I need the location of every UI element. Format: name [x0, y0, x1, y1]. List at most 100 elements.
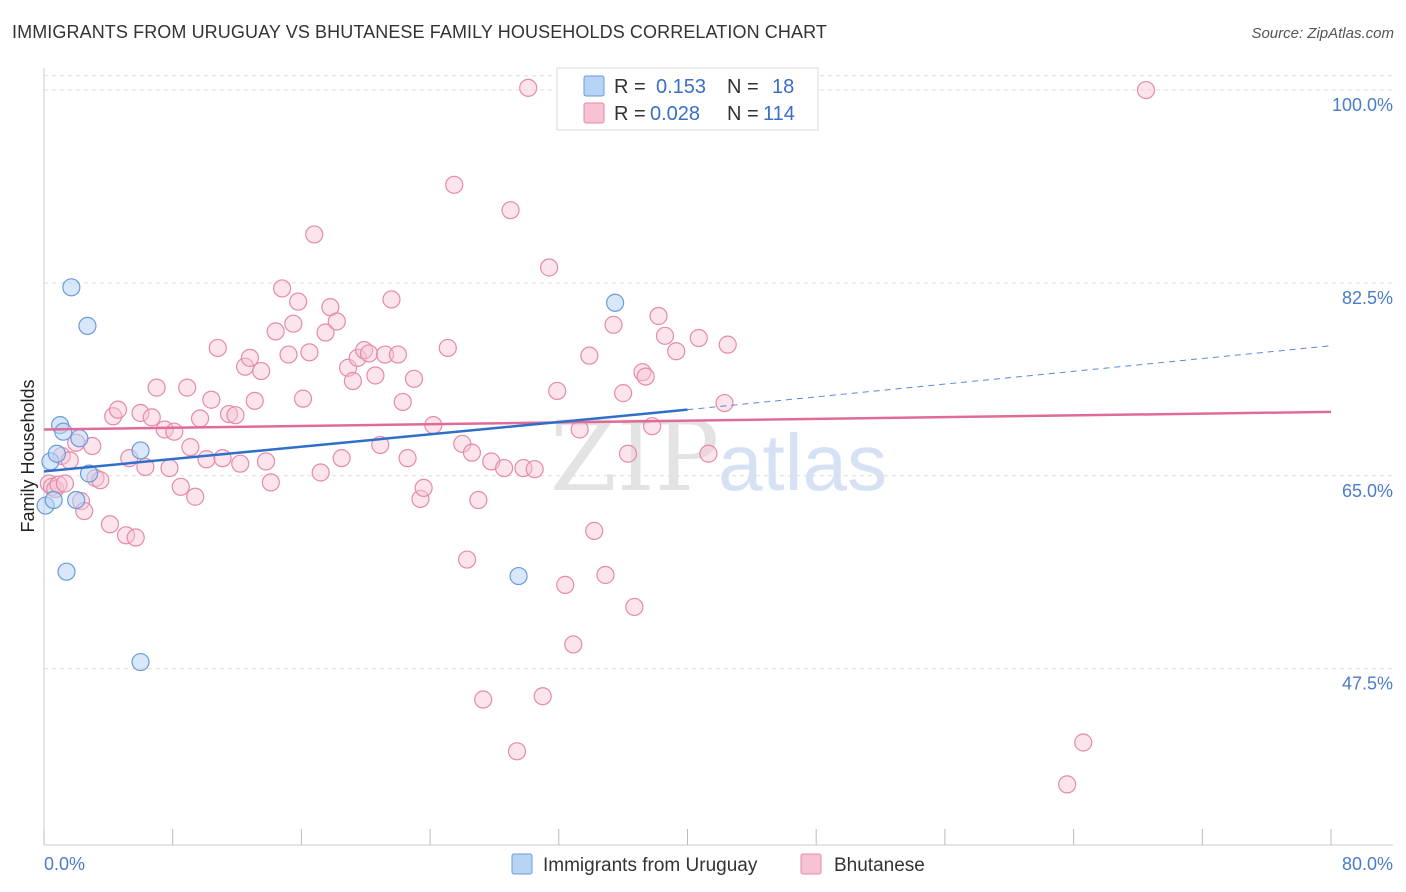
- bhutanese-point: [147, 378, 166, 397]
- bhutanese-point: [126, 528, 145, 547]
- uruguay-point: [509, 566, 528, 586]
- uruguay-point: [606, 293, 625, 312]
- bhutanese-point: [718, 335, 737, 354]
- bhutanese-point: [178, 378, 197, 397]
- legend-swatch-bhutanese: [583, 102, 605, 124]
- bhutanese-point: [614, 384, 633, 403]
- y-tick-label: 100.0%: [1332, 95, 1393, 115]
- bhutanese-point: [564, 635, 583, 654]
- bhutanese-point: [293, 389, 313, 408]
- bhutanese-point: [142, 408, 161, 427]
- trendlines: [43, 345, 1332, 473]
- legend-n-value-2: 114: [763, 103, 795, 125]
- x-tick-label-min: 0.0%: [44, 854, 85, 874]
- bhutanese-point: [219, 404, 239, 424]
- series-legend-swatch-uruguay: [511, 853, 533, 875]
- chart-title: IMMIGRANTS FROM URUGUAY VS BHUTANESE FAM…: [12, 22, 827, 42]
- bhutanese-point: [625, 597, 644, 617]
- bhutanese-point: [359, 344, 379, 363]
- bhutanese-point: [649, 306, 668, 326]
- bhutanese-point: [636, 367, 655, 386]
- bhutanese-point: [165, 422, 184, 441]
- bhutanese-point: [507, 742, 527, 761]
- bhutanese-point: [240, 348, 260, 367]
- legend-r-label-2: R =: [614, 103, 646, 125]
- bhutanese-point: [689, 328, 708, 348]
- bhutanese-point: [519, 78, 538, 97]
- watermark-atlas: atlas: [718, 418, 887, 507]
- bhutanese-point: [108, 400, 128, 419]
- bhutanese-point: [202, 390, 221, 409]
- bhutanese-point: [300, 343, 319, 362]
- correlation-legend: R = 0.153 N = 18 R = 0.028 N = 114: [556, 67, 819, 131]
- legend-n-label-2: N =: [727, 103, 759, 125]
- bhutanese-point: [343, 371, 362, 391]
- legend-swatch-uruguay: [583, 75, 605, 97]
- bhutanese-point: [332, 449, 351, 468]
- bhutanese-point: [501, 201, 520, 220]
- uruguay-trendline: [43, 408, 688, 473]
- bhutanese-point: [604, 315, 623, 334]
- uruguay-point: [79, 464, 99, 483]
- bhutanese-point: [289, 292, 308, 311]
- bhutanese-point: [213, 449, 232, 468]
- bhutanese-point: [186, 487, 205, 506]
- bhutanese-point: [474, 690, 493, 709]
- bhutanese-point: [388, 345, 408, 364]
- legend-r-value-2: 0.028: [650, 103, 700, 125]
- x-tick-label-max: 80.0%: [1342, 854, 1393, 874]
- uruguay-point: [62, 278, 81, 297]
- bhutanese-point: [272, 279, 292, 298]
- x-axis-tick-labels: 0.0% 80.0%: [44, 854, 1393, 874]
- bhutanese-point: [366, 366, 385, 385]
- bhutanese-point: [438, 338, 457, 358]
- bhutanese-point: [160, 458, 179, 478]
- bhutanese-point: [208, 338, 227, 358]
- bhutanese-point: [197, 450, 216, 469]
- bhutanese-point: [327, 312, 346, 331]
- bhutanese-point: [279, 345, 298, 364]
- y-tick-label: 82.5%: [1342, 288, 1393, 308]
- y-axis-tick-labels: 47.5% 65.0% 82.5% 100.0%: [1332, 95, 1393, 694]
- bhutanese-point: [382, 290, 401, 309]
- bhutanese-point: [1058, 775, 1077, 794]
- uruguay-point: [78, 316, 97, 335]
- legend-n-value-1: 18: [772, 76, 794, 98]
- bhutanese-point: [540, 258, 559, 277]
- uruguay-points: [36, 278, 625, 672]
- bhutanese-point: [355, 341, 374, 360]
- bhutanese-point: [284, 314, 303, 333]
- bhutanese-point: [525, 460, 544, 479]
- bhutanese-point: [667, 342, 686, 361]
- bhutanese-trendline: [43, 410, 1332, 431]
- y-tick-label: 65.0%: [1342, 481, 1393, 501]
- bhutanese-point: [570, 420, 589, 439]
- bhutanese-point: [411, 489, 430, 509]
- uruguay-trendline-extension: [687, 345, 1332, 411]
- bhutanese-point: [458, 550, 477, 569]
- bhutanese-point: [266, 322, 285, 341]
- bhutanese-point: [393, 392, 412, 412]
- bhutanese-point: [316, 323, 335, 342]
- chart-source: Source: ZipAtlas.com: [1251, 25, 1394, 42]
- bhutanese-point: [171, 477, 190, 496]
- bhutanese-point: [618, 444, 638, 463]
- bhutanese-point: [469, 490, 488, 510]
- bhutanese-point: [100, 515, 120, 534]
- bhutanese-point: [231, 454, 250, 473]
- bhutanese-point: [1074, 733, 1093, 752]
- bhutanese-point: [55, 474, 75, 493]
- bhutanese-point: [462, 443, 482, 462]
- bhutanese-point: [445, 175, 464, 194]
- bhutanese-point: [261, 473, 280, 492]
- uruguay-point: [57, 562, 76, 581]
- bhutanese-point: [131, 403, 150, 423]
- uruguay-point: [67, 490, 86, 510]
- bhutanese-point: [655, 326, 675, 345]
- legend-r-value-1: 0.153: [656, 76, 706, 98]
- bhutanese-point: [305, 225, 324, 244]
- uruguay-point: [54, 422, 73, 441]
- uruguay-point: [131, 441, 150, 460]
- bhutanese-point: [398, 449, 417, 468]
- bhutanese-point: [699, 444, 718, 463]
